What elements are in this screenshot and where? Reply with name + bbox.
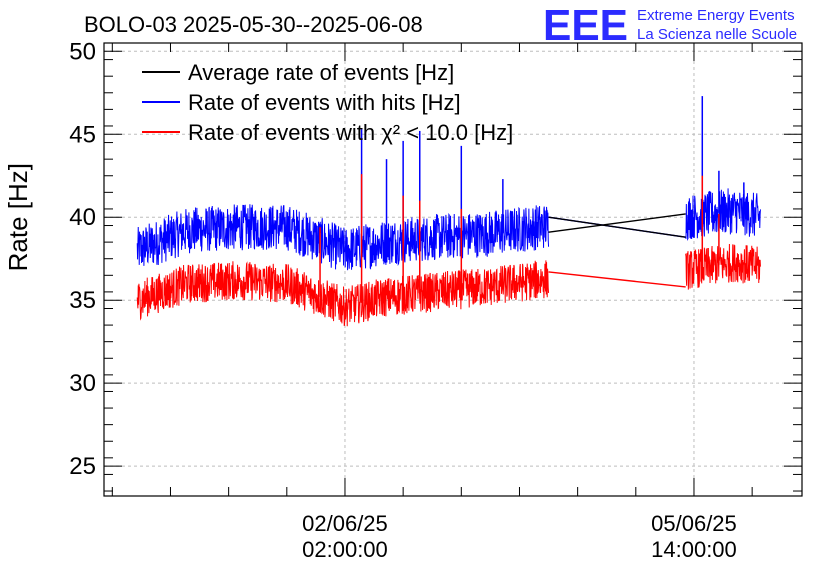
series-line [685,243,761,290]
y-axis-label: Rate [Hz] [3,163,33,271]
x-tick-label-date: 05/06/25 [651,511,737,536]
series-line [136,260,550,327]
series-line [548,216,686,238]
eee-logo: EEE Extreme Energy Events La Scienza nel… [543,1,797,50]
series-line [136,204,550,271]
eee-logo-line1: Extreme Energy Events [637,7,795,24]
plot-frame [103,42,803,497]
x-tick-label-time: 02:00:00 [302,537,388,562]
y-tick-labels: 25 30 35 40 45 50 [69,38,96,480]
eee-logo-mark: EEE [543,1,628,50]
x-tick-label-date: 02/06/25 [302,511,388,536]
legend: Average rate of events [Hz] Rate of event… [142,60,513,145]
chart-title: BOLO-03 2025-05-30--2025-06-08 [84,12,423,37]
y-tick-label: 25 [69,453,96,480]
series-2 [136,174,761,327]
axis-ticks [104,42,802,496]
y-tick-label: 40 [69,204,96,231]
x-tick-label-time: 14:00:00 [651,537,737,562]
y-tick-label: 35 [69,287,96,314]
legend-label: Rate of events with hits [Hz] [188,90,461,115]
y-tick-label: 30 [69,370,96,397]
series-connector [548,271,686,288]
legend-label: Average rate of events [Hz] [188,60,454,85]
series-line [685,188,761,241]
series-layer [136,96,761,327]
eee-logo-line2: La Scienza nelle Scuole [637,26,797,43]
series-line [548,213,686,233]
series-0 [548,213,686,238]
y-tick-label: 50 [69,38,96,65]
y-tick-label: 45 [69,121,96,148]
legend-label: Rate of events with χ² < 10.0 [Hz] [188,120,513,145]
